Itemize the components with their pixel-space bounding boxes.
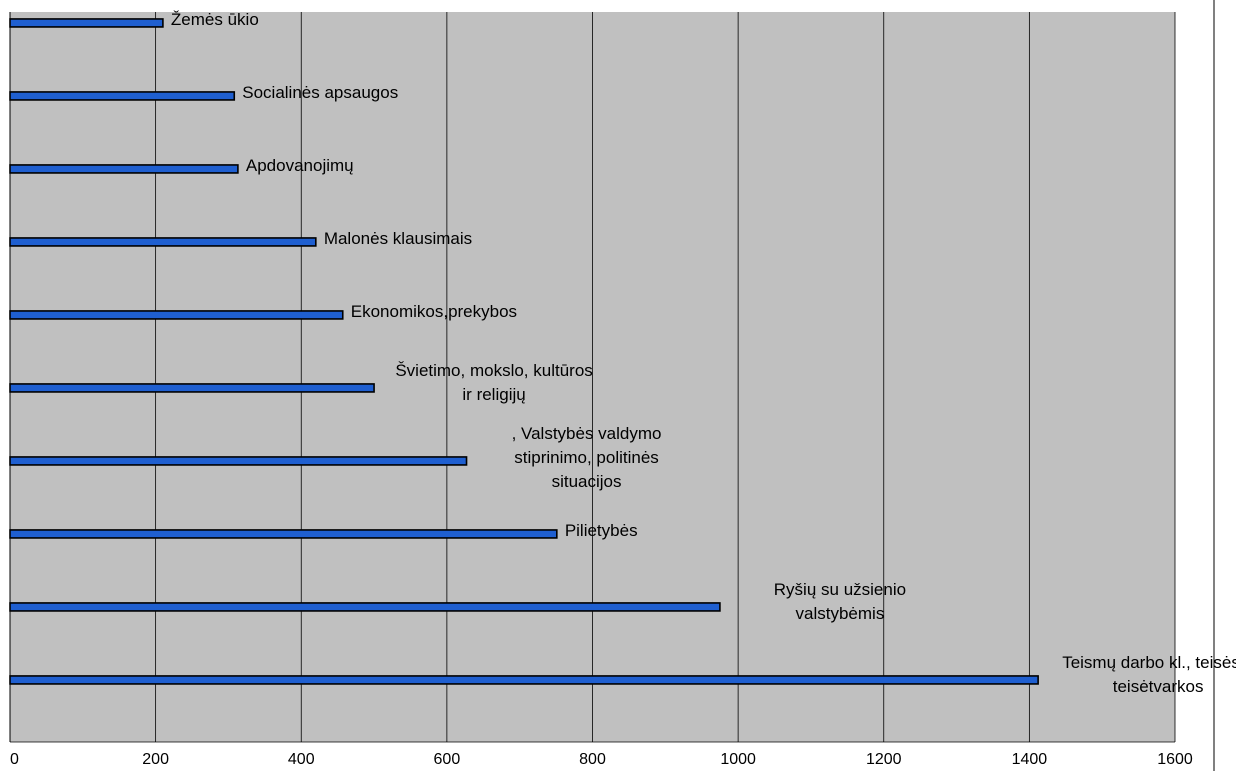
bar-category-label: Pilietybės	[565, 521, 638, 540]
bar	[9, 164, 239, 174]
x-tick-label: 800	[579, 751, 606, 768]
bar	[9, 237, 317, 247]
bar-category-label: Švietimo, mokslo, kultūros	[395, 361, 592, 380]
bar-category-label: stiprinimo, politinės	[514, 448, 659, 467]
bar-category-label: ir religijų	[462, 385, 525, 404]
bar	[9, 529, 558, 539]
bar-category-label: valstybėmis	[796, 604, 885, 623]
x-tick-label: 600	[434, 751, 461, 768]
bar-category-label: Teismų darbo kl., teisės ir	[1062, 653, 1236, 672]
x-tick-label: 1600	[1157, 751, 1193, 768]
x-tick-label: 400	[288, 751, 315, 768]
bar-category-label: situacijos	[552, 472, 622, 491]
bar-category-label: Apdovanojimų	[246, 156, 354, 175]
bar-category-label: Žemės ūkio	[171, 10, 259, 29]
bar	[9, 383, 375, 393]
bar-category-label: Ryšių su užsienio	[774, 580, 906, 599]
x-tick-label: 200	[142, 751, 169, 768]
bar-category-label: Malonės klausimais	[324, 229, 472, 248]
bar	[9, 310, 344, 320]
bar	[9, 91, 236, 101]
bar-category-label: Ekonomikos,prekybos	[351, 302, 517, 321]
x-tick-label: 1200	[866, 751, 902, 768]
x-tick-label: 1400	[1012, 751, 1048, 768]
bar	[9, 602, 721, 612]
bar	[9, 675, 1039, 685]
bar-category-label: teisėtvarkos	[1113, 677, 1204, 696]
bar	[9, 18, 164, 28]
x-tick-label: 1000	[720, 751, 756, 768]
bar-category-label: Socialinės apsaugos	[242, 83, 398, 102]
x-tick-label: 0	[10, 751, 19, 768]
bar-category-label: , Valstybės valdymo	[512, 424, 662, 443]
bar	[9, 456, 468, 466]
